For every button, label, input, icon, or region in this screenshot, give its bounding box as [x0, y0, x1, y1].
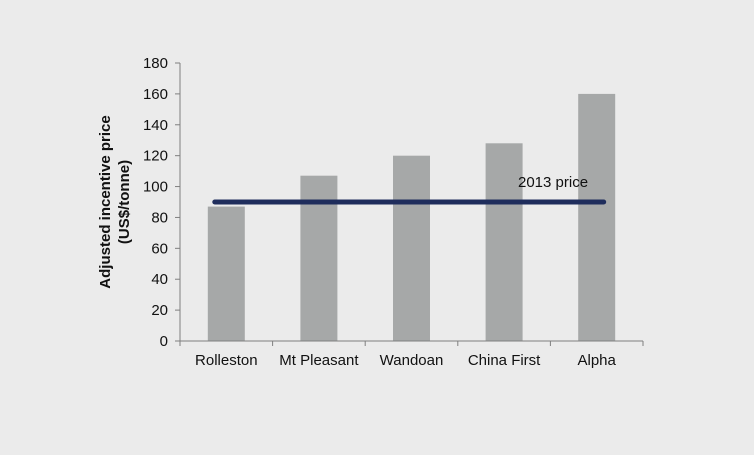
y-axis-title-line-1: Adjusted incentive price [97, 115, 114, 288]
reference-line-group: 2013 price [212, 174, 607, 205]
bars [207, 93, 616, 342]
y-tick-label: 140 [143, 117, 168, 134]
y-tick-label: 40 [151, 271, 168, 288]
axes [179, 63, 644, 346]
y-tick-label: 100 [143, 179, 168, 196]
bar-wandoan [393, 155, 430, 341]
x-category-label: Rolleston [195, 352, 258, 369]
y-tick-label: 60 [151, 240, 168, 257]
y-axis-title-line-2: (US$/tonne) [116, 160, 133, 244]
y-tick-label: 180 [143, 55, 168, 72]
x-axis-labels: Rolleston Mt Pleasant Wandoan China First Al… [195, 352, 617, 369]
x-category-label: Alpha [578, 352, 617, 369]
y-tick-label: 80 [151, 209, 168, 226]
x-category-label: Wandoan [380, 352, 444, 369]
bar-china-first [485, 143, 523, 341]
x-category-label: Mt Pleasant [279, 352, 359, 369]
bar-alpha [578, 93, 616, 342]
y-tick-label: 120 [143, 148, 168, 165]
y-axis-ticks: 0 20 40 60 80 100 120 140 160 180 [143, 55, 180, 350]
y-tick-label: 0 [160, 333, 168, 350]
reference-line-label: 2013 price [518, 174, 588, 191]
y-tick-label: 20 [151, 302, 168, 319]
bar-rolleston [207, 206, 245, 341]
y-axis-title: Adjusted incentive price (US$/tonne) [97, 115, 133, 288]
y-tick-label: 160 [143, 86, 168, 103]
x-category-label: China First [468, 352, 541, 369]
